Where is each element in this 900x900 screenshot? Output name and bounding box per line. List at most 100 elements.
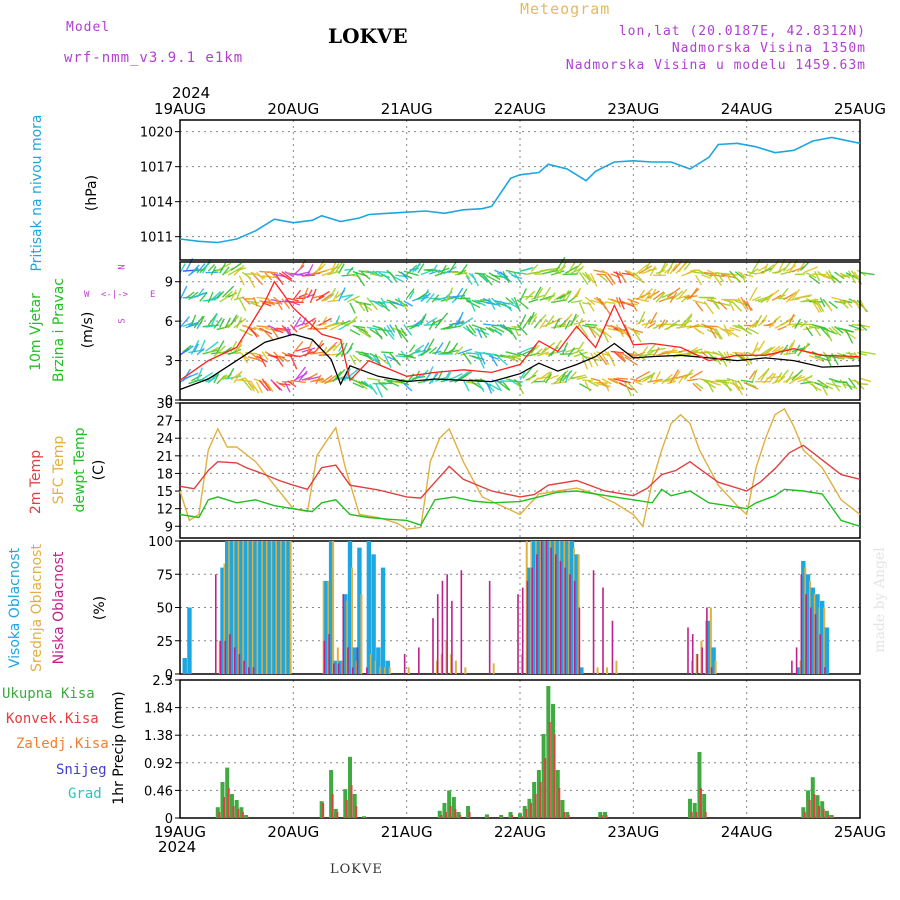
footer-station: LOKVE <box>330 862 383 877</box>
low-cloud-bar <box>791 660 793 674</box>
wind-barb <box>576 265 584 275</box>
wind-barb <box>740 296 749 310</box>
wind-barb <box>502 323 513 335</box>
precip-conv-bar <box>511 815 514 818</box>
wind-barb <box>649 372 655 382</box>
precip-conv-bar <box>818 806 820 818</box>
wind-barb <box>774 294 786 300</box>
wind-barb <box>335 368 346 380</box>
wind-barb <box>474 272 486 275</box>
wind-barb <box>358 329 369 337</box>
wind-barb <box>729 301 735 312</box>
wind-barb <box>400 300 409 312</box>
wind-barb <box>360 302 373 312</box>
wind-barb <box>704 271 717 275</box>
wind-barb <box>845 329 854 344</box>
wind-barb <box>522 266 534 272</box>
wind-barb <box>258 379 269 392</box>
wind-barb <box>561 313 573 327</box>
wind-barb <box>188 321 199 327</box>
wind-barb <box>652 347 660 357</box>
wind-barb <box>329 322 344 331</box>
wind-barb <box>374 382 383 398</box>
low-cloud-bar <box>238 654 241 674</box>
wind-barb <box>256 325 270 328</box>
wind-barb <box>329 287 337 299</box>
wind-barb <box>281 271 293 280</box>
wind-barb <box>451 373 463 380</box>
wind-barb <box>448 261 457 274</box>
wind-barb <box>814 327 822 337</box>
wind-barb <box>564 265 579 274</box>
wind-barb <box>287 352 298 358</box>
y-tick-label: 0 <box>165 668 173 683</box>
legend-conv: Konvek.Kisa <box>6 711 99 727</box>
wind-barb <box>831 296 844 302</box>
wind-barb <box>259 300 274 305</box>
wind-barb <box>587 301 595 312</box>
high-cloud-bar <box>711 647 716 674</box>
low-cloud-bar <box>569 574 571 674</box>
wind-barb <box>624 301 638 306</box>
wind-barb <box>295 366 307 380</box>
mid-cloud-bar <box>379 667 382 674</box>
wind-barb <box>644 261 651 272</box>
wind-barb <box>621 328 630 338</box>
temp2m-line <box>179 444 861 499</box>
wind-barb <box>859 271 875 276</box>
high-cloud-bar <box>706 620 712 674</box>
wind-barb <box>471 324 487 331</box>
wind-barb <box>516 323 528 336</box>
wind-barb <box>335 349 344 358</box>
low-cloud-bar <box>701 647 703 674</box>
wind-barb <box>366 297 378 311</box>
wind-barb <box>731 380 740 392</box>
precip-conv-bar <box>449 806 452 818</box>
mid-cloud-bar <box>266 541 268 674</box>
wind-barb <box>304 317 316 326</box>
wind-barb <box>582 379 594 382</box>
model-name: wrf-nmm_v3.9.1 e1km <box>64 50 244 66</box>
wind-barb <box>751 369 758 382</box>
high-cloud-bar <box>220 567 225 674</box>
wind-barb <box>845 381 853 391</box>
wind-barb <box>423 323 438 326</box>
wind-barb <box>415 296 429 301</box>
low-cloud-bar <box>451 600 453 674</box>
wind-barb <box>513 325 520 337</box>
wind-barb <box>363 327 371 338</box>
wind-barb <box>289 355 298 370</box>
wind-barb <box>723 272 738 276</box>
wind-barb <box>346 342 354 354</box>
high-cloud-bar <box>267 541 272 674</box>
wind-barb <box>253 326 263 332</box>
wind-barb <box>551 299 567 304</box>
wind-barb <box>726 329 739 338</box>
wind-barb <box>635 264 649 275</box>
wind-barb <box>434 342 444 355</box>
precip-total-bar <box>551 704 556 818</box>
wind-barb <box>831 274 842 284</box>
wind-barb <box>751 320 759 329</box>
wind-barb <box>279 383 291 386</box>
wind-barb <box>275 300 283 311</box>
wind-barb <box>247 275 256 288</box>
wind-barb <box>649 265 657 277</box>
wind-barb <box>800 381 812 385</box>
wind-barb <box>559 260 567 275</box>
wind-barb <box>828 300 838 309</box>
wind-barb <box>516 299 529 310</box>
low-cloud-bar <box>578 607 581 674</box>
low-cloud-bar <box>526 580 529 674</box>
wind-barb <box>714 328 723 340</box>
wind-barb <box>363 380 373 390</box>
wind-barb <box>298 324 309 330</box>
wind-barb <box>253 296 258 307</box>
wind-barb <box>253 274 264 286</box>
low-cloud-bar <box>214 574 217 674</box>
low-cloud-bar <box>602 587 604 674</box>
wind-gust-line <box>179 280 861 382</box>
x-tick-label-bottom: 23AUG <box>607 823 659 841</box>
wind-barb <box>357 302 366 312</box>
wind-barb <box>701 296 717 300</box>
